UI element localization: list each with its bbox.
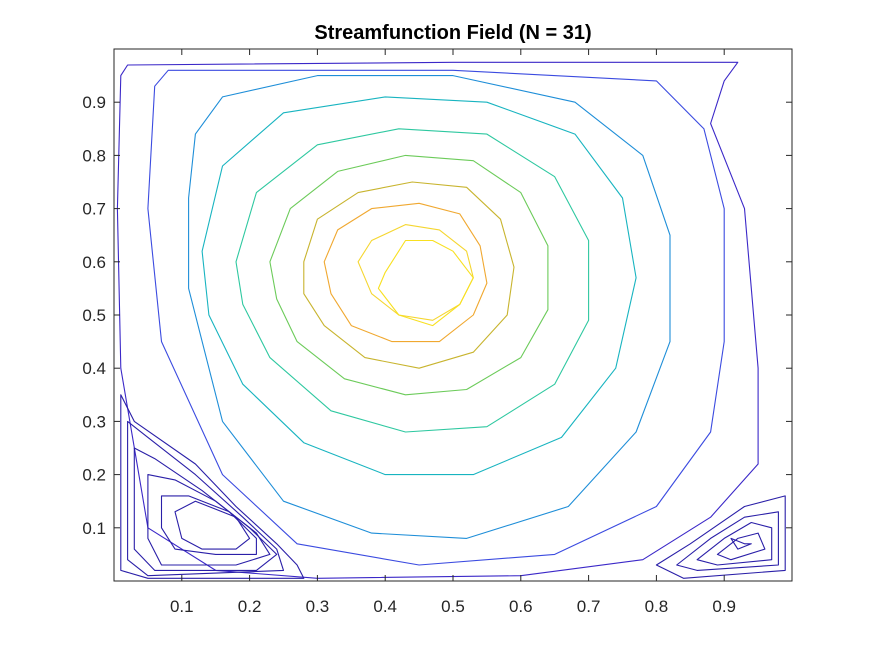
x-tick-label: 0.1 bbox=[170, 597, 194, 616]
contour-line-13 bbox=[133, 447, 278, 571]
x-tick-label: 0.5 bbox=[441, 597, 465, 616]
chart-title: Streamfunction Field (N = 31) bbox=[314, 22, 591, 44]
contour-line-15 bbox=[160, 495, 257, 555]
x-tick-label: 0.6 bbox=[509, 597, 533, 616]
contour-line-3 bbox=[188, 75, 671, 539]
contour-line-4 bbox=[201, 96, 637, 476]
contour-line-19 bbox=[696, 521, 773, 566]
y-tick-label: 0.8 bbox=[82, 146, 106, 165]
contour-line-16 bbox=[174, 500, 251, 550]
y-tick-label: 0.4 bbox=[82, 359, 106, 378]
contour-line-10 bbox=[377, 239, 474, 327]
y-tick-label: 0.7 bbox=[82, 200, 106, 219]
x-tick-label: 0.7 bbox=[577, 597, 601, 616]
contour-line-2 bbox=[147, 69, 725, 566]
y-tick-label: 0.2 bbox=[82, 466, 106, 485]
x-tick-label: 0.9 bbox=[712, 597, 736, 616]
contour-line-20 bbox=[716, 532, 766, 561]
contour-line-12 bbox=[127, 420, 285, 577]
x-tick-label: 0.3 bbox=[306, 597, 330, 616]
contour-line-7 bbox=[303, 181, 515, 369]
contour-line-14 bbox=[147, 474, 271, 566]
plot-frame bbox=[113, 48, 793, 582]
contour-line-8 bbox=[323, 202, 488, 343]
contour-line-11 bbox=[120, 394, 305, 579]
y-tick-label: 0.9 bbox=[82, 93, 106, 112]
x-tick-label: 0.8 bbox=[645, 597, 669, 616]
contour-lines bbox=[116, 61, 786, 579]
contour-line-1 bbox=[116, 61, 759, 579]
x-tick-label: 0.2 bbox=[238, 597, 262, 616]
contour-line-6 bbox=[269, 154, 549, 396]
contour-line-17 bbox=[655, 495, 786, 579]
y-tick-label: 0.5 bbox=[82, 306, 106, 325]
y-tick-label: 0.3 bbox=[82, 412, 106, 431]
y-tick-label: 0.1 bbox=[82, 519, 106, 538]
contour-line-21 bbox=[730, 537, 752, 550]
y-tick-label: 0.6 bbox=[82, 253, 106, 272]
contour-line-18 bbox=[676, 511, 779, 571]
contour-line-5 bbox=[235, 128, 590, 433]
x-tick-label: 0.4 bbox=[373, 597, 397, 616]
plot-area bbox=[114, 49, 792, 581]
axis-ticks: 0.1 0.2 0.3 0.4 0.5 0.6 0.7 0.8 0.9 0.1 0.2 0.3 0.4 0… bbox=[82, 49, 792, 616]
